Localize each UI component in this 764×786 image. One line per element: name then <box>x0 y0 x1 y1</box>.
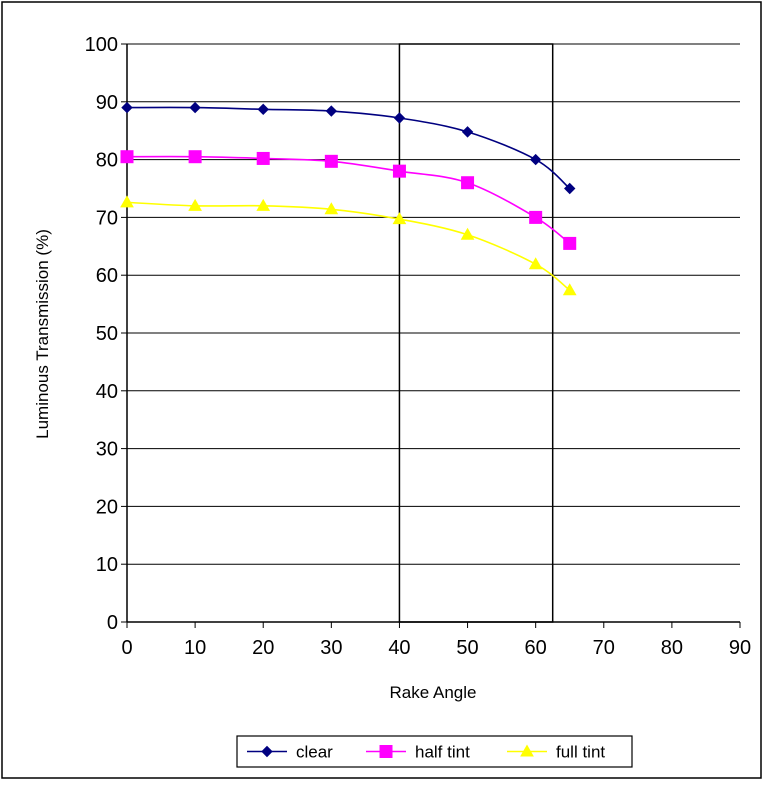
data-point <box>325 105 338 117</box>
y-tick-label: 100 <box>85 34 118 56</box>
x-tick-label: 0 <box>121 637 132 659</box>
legend-marker <box>520 744 534 757</box>
data-point <box>528 257 543 270</box>
data-point <box>564 182 576 195</box>
data-point <box>189 101 201 114</box>
x-tick-label: 80 <box>661 637 683 659</box>
y-tick-label: 60 <box>96 265 118 287</box>
x-tick-label: 90 <box>729 637 751 659</box>
series-half-tint <box>120 150 577 250</box>
data-point <box>120 150 134 164</box>
y-axis-label: Luminous Transmission (%) <box>33 229 52 439</box>
data-point <box>529 153 542 166</box>
x-tick-label: 30 <box>320 637 342 659</box>
y-tick-label: 10 <box>96 554 118 576</box>
legend-label: clear <box>296 743 333 762</box>
data-point <box>529 210 543 224</box>
data-point <box>461 126 474 138</box>
data-point <box>461 176 475 190</box>
series-full-tint <box>120 195 577 296</box>
data-point <box>460 227 475 240</box>
y-tick-label: 0 <box>107 612 118 634</box>
data-point <box>324 154 338 168</box>
legend-marker <box>379 745 393 758</box>
tick-labels: 0 10 20 30 40 50 60 70 80 90 100 0 10 20 30 40 50 60 70 80 9… <box>85 34 752 659</box>
y-tick-label: 20 <box>96 496 118 518</box>
y-tick-label: 40 <box>96 381 118 403</box>
data-point <box>562 283 577 296</box>
legend-marker <box>261 745 273 758</box>
x-tick-label: 70 <box>593 637 615 659</box>
x-axis-label: Rake Angle <box>390 683 477 702</box>
y-tick-label: 50 <box>96 323 118 345</box>
legend: clear half tint full tint <box>236 735 633 768</box>
data-point <box>392 212 407 225</box>
data-point <box>120 195 134 208</box>
data-point <box>188 198 202 211</box>
data-point <box>392 164 406 178</box>
y-tick-label: 30 <box>96 439 118 461</box>
series <box>120 101 577 296</box>
data-point <box>563 236 577 250</box>
legend-box <box>236 735 633 768</box>
x-tick-label: 40 <box>388 637 410 659</box>
y-tick-label: 70 <box>96 207 118 229</box>
data-point <box>393 112 406 124</box>
data-point <box>257 103 269 116</box>
data-point <box>121 101 133 114</box>
y-tick-label: 80 <box>96 150 118 172</box>
data-point <box>256 151 270 165</box>
x-tick-label: 10 <box>184 637 206 659</box>
series-clear <box>121 101 576 195</box>
legend-label: full tint <box>556 743 605 762</box>
data-point <box>256 198 271 211</box>
legend-label: half tint <box>415 743 470 762</box>
x-tick-label: 60 <box>525 637 547 659</box>
data-point <box>188 150 202 164</box>
x-tick-label: 50 <box>456 637 478 659</box>
x-tick-label: 20 <box>252 637 274 659</box>
y-tick-label: 90 <box>96 92 118 114</box>
data-point <box>324 202 339 215</box>
series-line <box>126 201 571 291</box>
